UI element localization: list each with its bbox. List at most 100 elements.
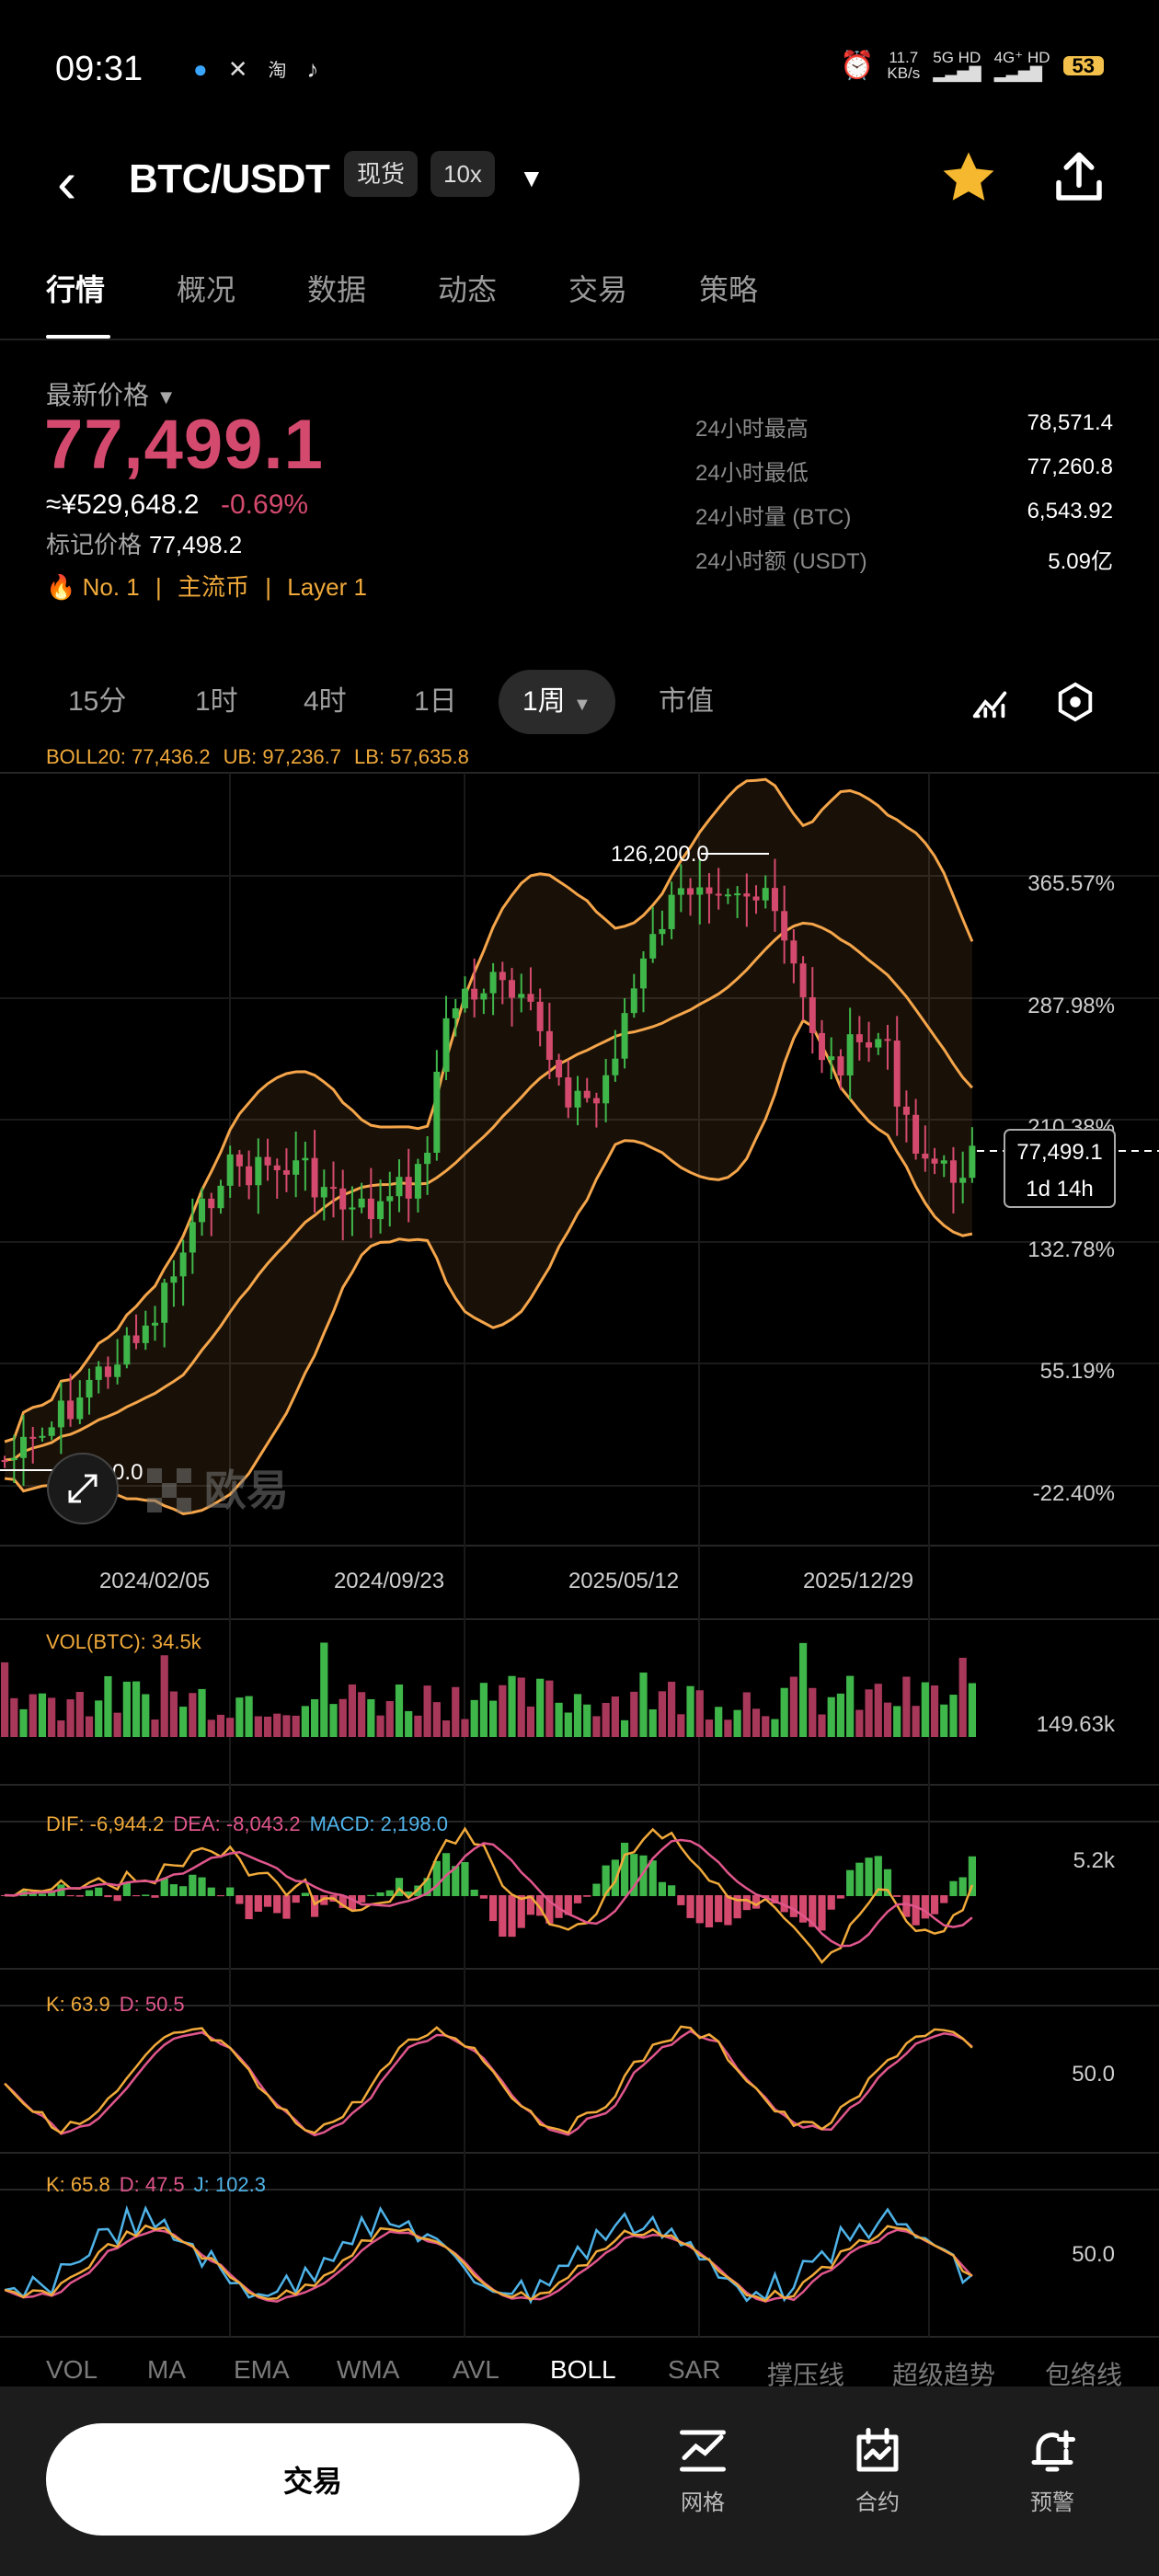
volume-bar <box>395 1684 404 1737</box>
candle-body <box>649 934 657 959</box>
macd-histogram-bar <box>668 1885 676 1896</box>
tf-15m[interactable]: 15分 <box>68 686 127 717</box>
macd-histogram-bar <box>564 1895 572 1915</box>
candle-body <box>123 1335 131 1365</box>
candle-body <box>781 911 788 941</box>
price-chart[interactable]: BOLL20: 77,436.2 UB: 97,236.7 LB: 57,635.8… <box>0 736 1159 2355</box>
candle-body <box>639 958 647 989</box>
timeframe-bar: 15分 1时 4时 1日 1周 ▼ 市值 <box>0 670 1159 734</box>
tf-1h[interactable]: 1时 <box>195 686 238 717</box>
volume-bar <box>122 1681 131 1737</box>
ind-tab-supertrend[interactable]: 超级趋势 <box>892 2361 996 2389</box>
candle-body <box>10 1457 17 1461</box>
back-arrow-icon[interactable]: ‹ <box>57 149 77 215</box>
current-price-box <box>1004 1129 1116 1208</box>
candle-body <box>536 1001 544 1031</box>
volume-bar <box>292 1715 300 1737</box>
candle-body <box>771 888 778 912</box>
macd-histogram-bar <box>940 1895 948 1903</box>
ind-tab-boll[interactable]: BOLL <box>550 2355 616 2384</box>
category-tag[interactable]: 主流币 <box>178 573 250 601</box>
macd-histogram-bar <box>320 1895 328 1905</box>
volume-bar <box>442 1719 451 1737</box>
futures-button[interactable]: 合约 <box>822 2423 933 2516</box>
candle-body <box>452 1007 459 1018</box>
candle-body <box>95 1366 102 1380</box>
expand-icon <box>68 1474 98 1503</box>
tf-1d[interactable]: 1日 <box>414 686 457 717</box>
candle-body <box>602 1075 610 1104</box>
macd-histogram-bar <box>142 1894 150 1896</box>
stat-volume-usdt: 24小时额 (USDT) 5.09亿 <box>695 549 1113 574</box>
grid-bot-button[interactable]: 网格 <box>648 2423 758 2516</box>
volume-bar <box>207 1719 215 1737</box>
volume-bar <box>789 1676 798 1737</box>
volume-bar <box>10 1697 18 1737</box>
ind-tab-vol[interactable]: VOL <box>46 2355 98 2384</box>
main-tabs: 行情 概况 数据 动态 交易 策略 <box>0 258 1159 340</box>
macd-histogram-bar <box>95 1887 103 1896</box>
macd-histogram-bar <box>724 1895 732 1926</box>
volume-bar <box>254 1716 262 1737</box>
candle-body <box>489 972 497 994</box>
tf-1w[interactable]: 1周 ▼ <box>499 670 615 734</box>
kd-panel <box>4 2025 973 2137</box>
expand-chart-button[interactable] <box>47 1453 119 1524</box>
candle-body <box>349 1207 356 1210</box>
time-axis: 2024/02/05 2024/09/23 2025/05/12 2025/12… <box>99 1569 913 1593</box>
tab-data[interactable]: 数据 <box>307 273 367 306</box>
tab-market[interactable]: 行情 <box>46 273 106 306</box>
dif-line <box>5 1826 974 1964</box>
price-alert-button[interactable]: 预警 <box>997 2423 1107 2516</box>
volume-bar <box>301 1706 309 1737</box>
market-type-badge: 现货 <box>344 151 419 197</box>
tf-market-cap[interactable]: 市值 <box>659 686 714 717</box>
tf-4h[interactable]: 4时 <box>304 686 347 717</box>
volume-bars <box>1 1642 976 1737</box>
y-tick: 55.19% <box>1040 1359 1115 1384</box>
tab-overview[interactable]: 概况 <box>177 273 236 306</box>
ind-tab-wma[interactable]: WMA <box>337 2355 400 2384</box>
volume-bar <box>151 1719 159 1737</box>
tab-activity[interactable]: 动态 <box>438 273 498 306</box>
candle-body <box>76 1397 84 1420</box>
ind-tab-ma[interactable]: MA <box>147 2355 186 2384</box>
macd-histogram-bar <box>348 1895 357 1910</box>
candle-body <box>170 1276 178 1283</box>
ind-tab-avl[interactable]: AVL <box>453 2355 499 2384</box>
indicator-settings-icon[interactable] <box>970 681 1012 723</box>
ind-tab-ema[interactable]: EMA <box>234 2355 290 2384</box>
favorite-star-icon[interactable] <box>938 147 999 208</box>
candle-body <box>396 1177 403 1197</box>
rank-tag[interactable]: No. 1 <box>82 573 140 601</box>
tab-trade[interactable]: 交易 <box>568 273 628 306</box>
candle-body <box>471 988 478 1000</box>
candle-body <box>837 1056 844 1075</box>
ind-tab-sar[interactable]: SAR <box>668 2355 721 2384</box>
x-app-icon: ✕ <box>227 55 248 83</box>
clock: 09:31 <box>55 50 143 88</box>
macd-histogram-bar <box>865 1857 873 1896</box>
trading-pair[interactable]: BTC/USDT <box>129 156 330 201</box>
candle-body <box>358 1198 365 1208</box>
ind-tab-envelope[interactable]: 包络线 <box>1045 2361 1123 2389</box>
layer-tag[interactable]: Layer 1 <box>287 573 367 601</box>
kd-label: K: 63.9 D: 50.5 <box>46 1993 185 2016</box>
candle-body <box>442 1018 450 1072</box>
macd-histogram-bar <box>216 1895 225 1897</box>
macd-histogram-bar <box>705 1895 714 1927</box>
share-icon[interactable] <box>1049 147 1109 208</box>
chart-settings-icon[interactable] <box>1054 681 1096 723</box>
macd-histogram-bar <box>66 1895 75 1897</box>
candle-body <box>48 1427 55 1436</box>
k-line <box>4 2224 973 2303</box>
last-price-label[interactable]: 最新价格 ▼ <box>46 381 177 409</box>
x-tick: 2024/02/05 <box>99 1569 210 1593</box>
trade-button[interactable]: 交易 <box>46 2423 580 2536</box>
tab-strategy[interactable]: 策略 <box>699 273 759 306</box>
candle-body <box>509 980 516 998</box>
pair-dropdown-icon[interactable]: ▼ <box>519 164 545 192</box>
volume-bar <box>517 1677 525 1737</box>
macd-histogram-bar <box>48 1892 56 1896</box>
ind-tab-support[interactable]: 撑压线 <box>767 2361 845 2389</box>
